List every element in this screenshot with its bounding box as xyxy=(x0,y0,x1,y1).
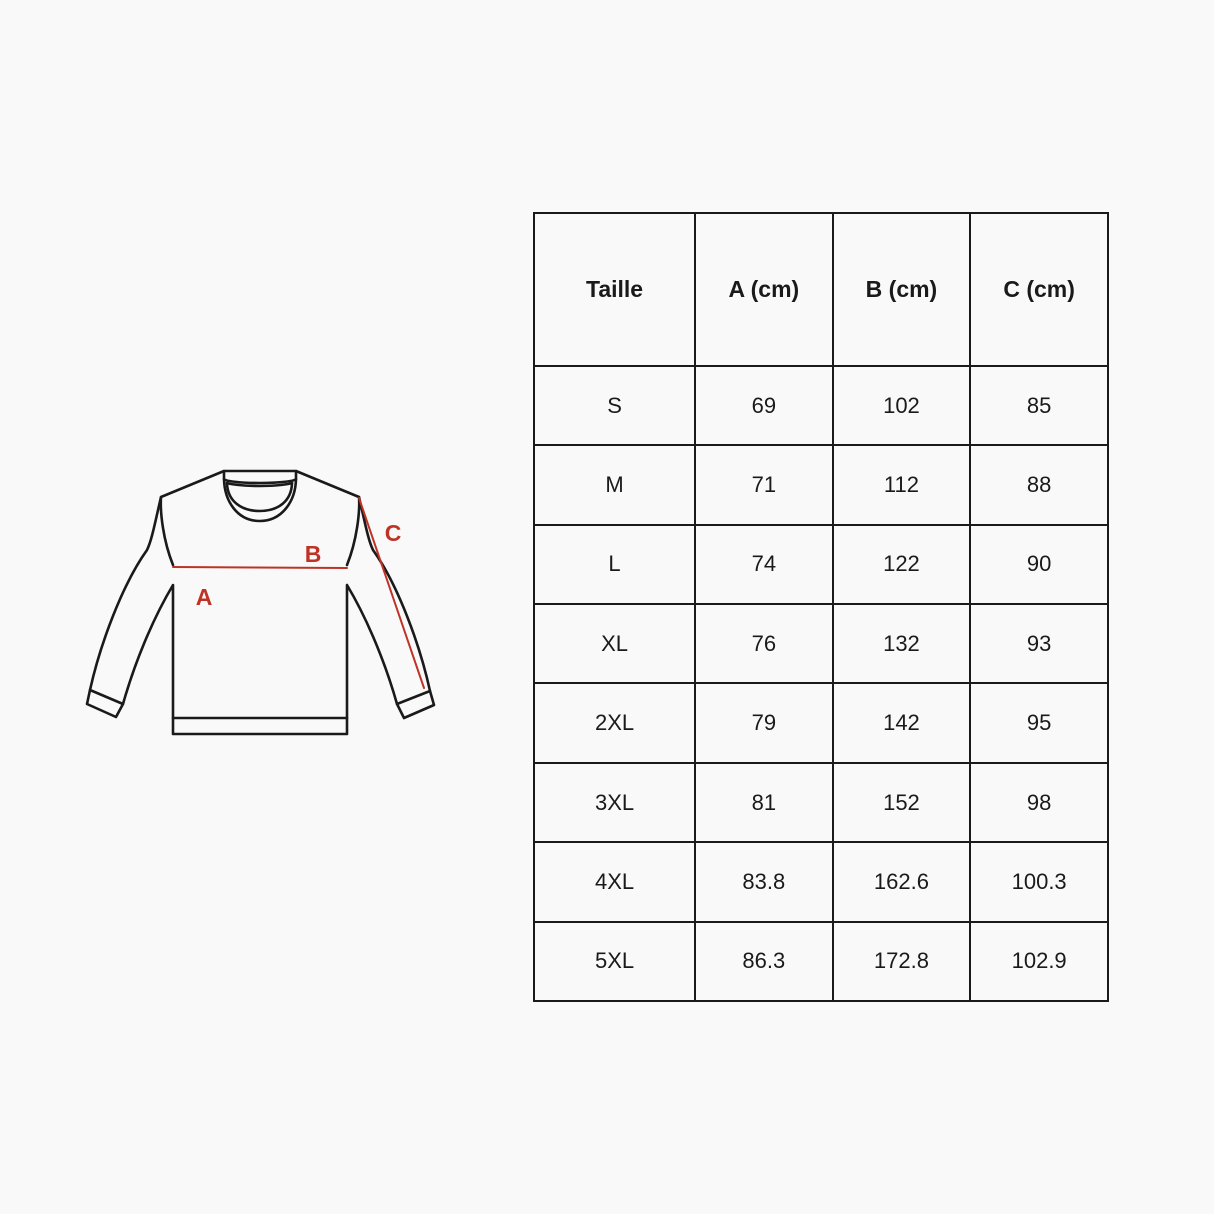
svg-text:B: B xyxy=(305,541,322,567)
svg-text:C: C xyxy=(385,520,402,546)
svg-text:A: A xyxy=(196,584,213,610)
